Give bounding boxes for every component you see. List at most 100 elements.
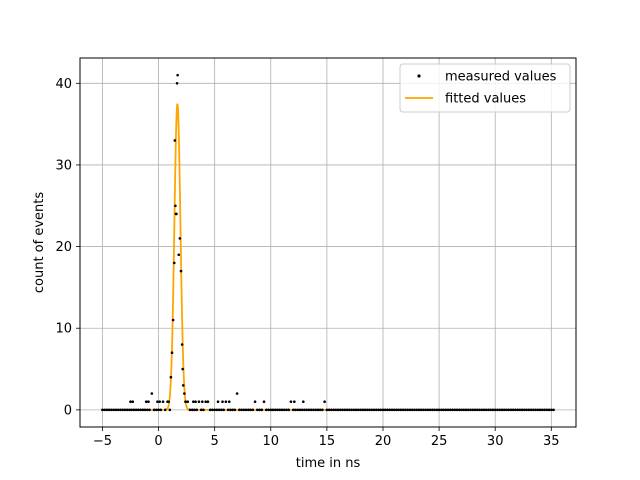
measured-point bbox=[350, 408, 353, 412]
measured-point bbox=[123, 408, 127, 412]
measured-point bbox=[169, 375, 173, 379]
x-tick-label: 35 bbox=[543, 434, 560, 449]
measured-point bbox=[305, 408, 308, 412]
measured-point bbox=[139, 408, 142, 412]
measured-point bbox=[428, 408, 432, 412]
measured-point bbox=[354, 408, 358, 412]
measured-point bbox=[271, 408, 275, 412]
measured-point bbox=[309, 408, 313, 412]
measured-point bbox=[217, 408, 221, 412]
measured-point bbox=[538, 408, 542, 412]
y-tick-label: 30 bbox=[55, 158, 72, 173]
measured-point bbox=[298, 408, 302, 412]
x-tick-label: 25 bbox=[431, 434, 448, 449]
measured-point bbox=[291, 408, 295, 412]
y-tick-label: 0 bbox=[64, 403, 72, 418]
measured-point bbox=[408, 408, 412, 412]
measured-point bbox=[323, 400, 326, 403]
measured-point bbox=[374, 408, 378, 412]
measured-point bbox=[289, 400, 293, 403]
measured-point bbox=[547, 408, 551, 412]
measured-point bbox=[213, 408, 216, 412]
measured-point bbox=[314, 408, 317, 412]
measured-point bbox=[110, 408, 113, 412]
measured-point bbox=[493, 408, 497, 412]
legend-marker-measured bbox=[417, 74, 421, 78]
measured-point bbox=[244, 408, 248, 412]
measured-point bbox=[264, 408, 268, 412]
fitted-line-group bbox=[102, 103, 554, 411]
measured-point bbox=[302, 400, 305, 403]
measured-point bbox=[478, 408, 481, 412]
measured-point bbox=[527, 408, 531, 412]
measured-point bbox=[498, 408, 501, 412]
measured-point bbox=[435, 408, 439, 412]
measured-point bbox=[345, 408, 349, 412]
measured-point bbox=[296, 408, 300, 412]
measured-point bbox=[170, 351, 174, 355]
measured-point bbox=[464, 408, 468, 412]
measured-point bbox=[208, 408, 212, 412]
measured-point bbox=[307, 408, 311, 412]
measured-point bbox=[489, 408, 493, 412]
measured-point bbox=[105, 408, 109, 412]
measured-point bbox=[183, 392, 186, 395]
measured-point bbox=[253, 400, 257, 403]
measured-point bbox=[422, 408, 425, 412]
measured-point bbox=[168, 408, 172, 412]
measured-point bbox=[392, 408, 396, 412]
measured-point bbox=[462, 408, 466, 412]
measured-point bbox=[339, 408, 342, 412]
measured-point bbox=[216, 400, 220, 403]
measured-point bbox=[267, 408, 270, 412]
measured-point bbox=[171, 318, 175, 322]
measured-point bbox=[199, 408, 203, 412]
measured-point bbox=[455, 408, 459, 412]
legend-label-fitted: fitted values bbox=[445, 92, 526, 107]
measured-point bbox=[156, 400, 159, 403]
measured-point bbox=[413, 408, 416, 412]
legend-label-measured: measured values bbox=[445, 70, 557, 85]
measured-point bbox=[318, 408, 322, 412]
measured-point bbox=[144, 400, 148, 403]
measured-point bbox=[121, 408, 124, 412]
measured-point bbox=[235, 392, 239, 395]
measured-point bbox=[231, 408, 234, 412]
measured-point bbox=[390, 408, 394, 412]
measured-point bbox=[150, 392, 154, 395]
measured-point bbox=[112, 408, 115, 412]
measured-point bbox=[159, 408, 163, 412]
measured-point bbox=[415, 408, 418, 412]
measured-point bbox=[460, 408, 463, 412]
measured-point bbox=[500, 408, 504, 412]
measured-point bbox=[475, 408, 479, 412]
measured-point bbox=[343, 408, 347, 412]
measured-point bbox=[529, 408, 533, 412]
measured-point bbox=[119, 408, 122, 412]
measured-point bbox=[520, 408, 524, 412]
measured-point bbox=[303, 408, 306, 412]
measured-point bbox=[399, 408, 403, 412]
measured-point bbox=[379, 408, 383, 412]
measured-point bbox=[280, 408, 284, 412]
measured-point bbox=[152, 408, 156, 412]
measured-point bbox=[406, 408, 409, 412]
measured-point bbox=[233, 408, 237, 412]
measured-point bbox=[161, 400, 165, 403]
measured-point bbox=[316, 408, 320, 412]
measured-point bbox=[226, 408, 230, 412]
legend: measured values fitted values bbox=[399, 63, 571, 113]
measured-point bbox=[167, 400, 170, 403]
measured-point bbox=[431, 408, 434, 412]
measured-point bbox=[361, 408, 365, 412]
measured-point bbox=[487, 408, 490, 412]
measured-point bbox=[178, 237, 182, 240]
measured-point bbox=[505, 408, 508, 412]
measured-point bbox=[395, 408, 398, 412]
measured-point bbox=[370, 408, 374, 412]
x-tick-label: 20 bbox=[375, 434, 392, 449]
measured-point bbox=[114, 408, 118, 412]
measured-point bbox=[327, 408, 331, 412]
measured-point bbox=[466, 408, 470, 412]
